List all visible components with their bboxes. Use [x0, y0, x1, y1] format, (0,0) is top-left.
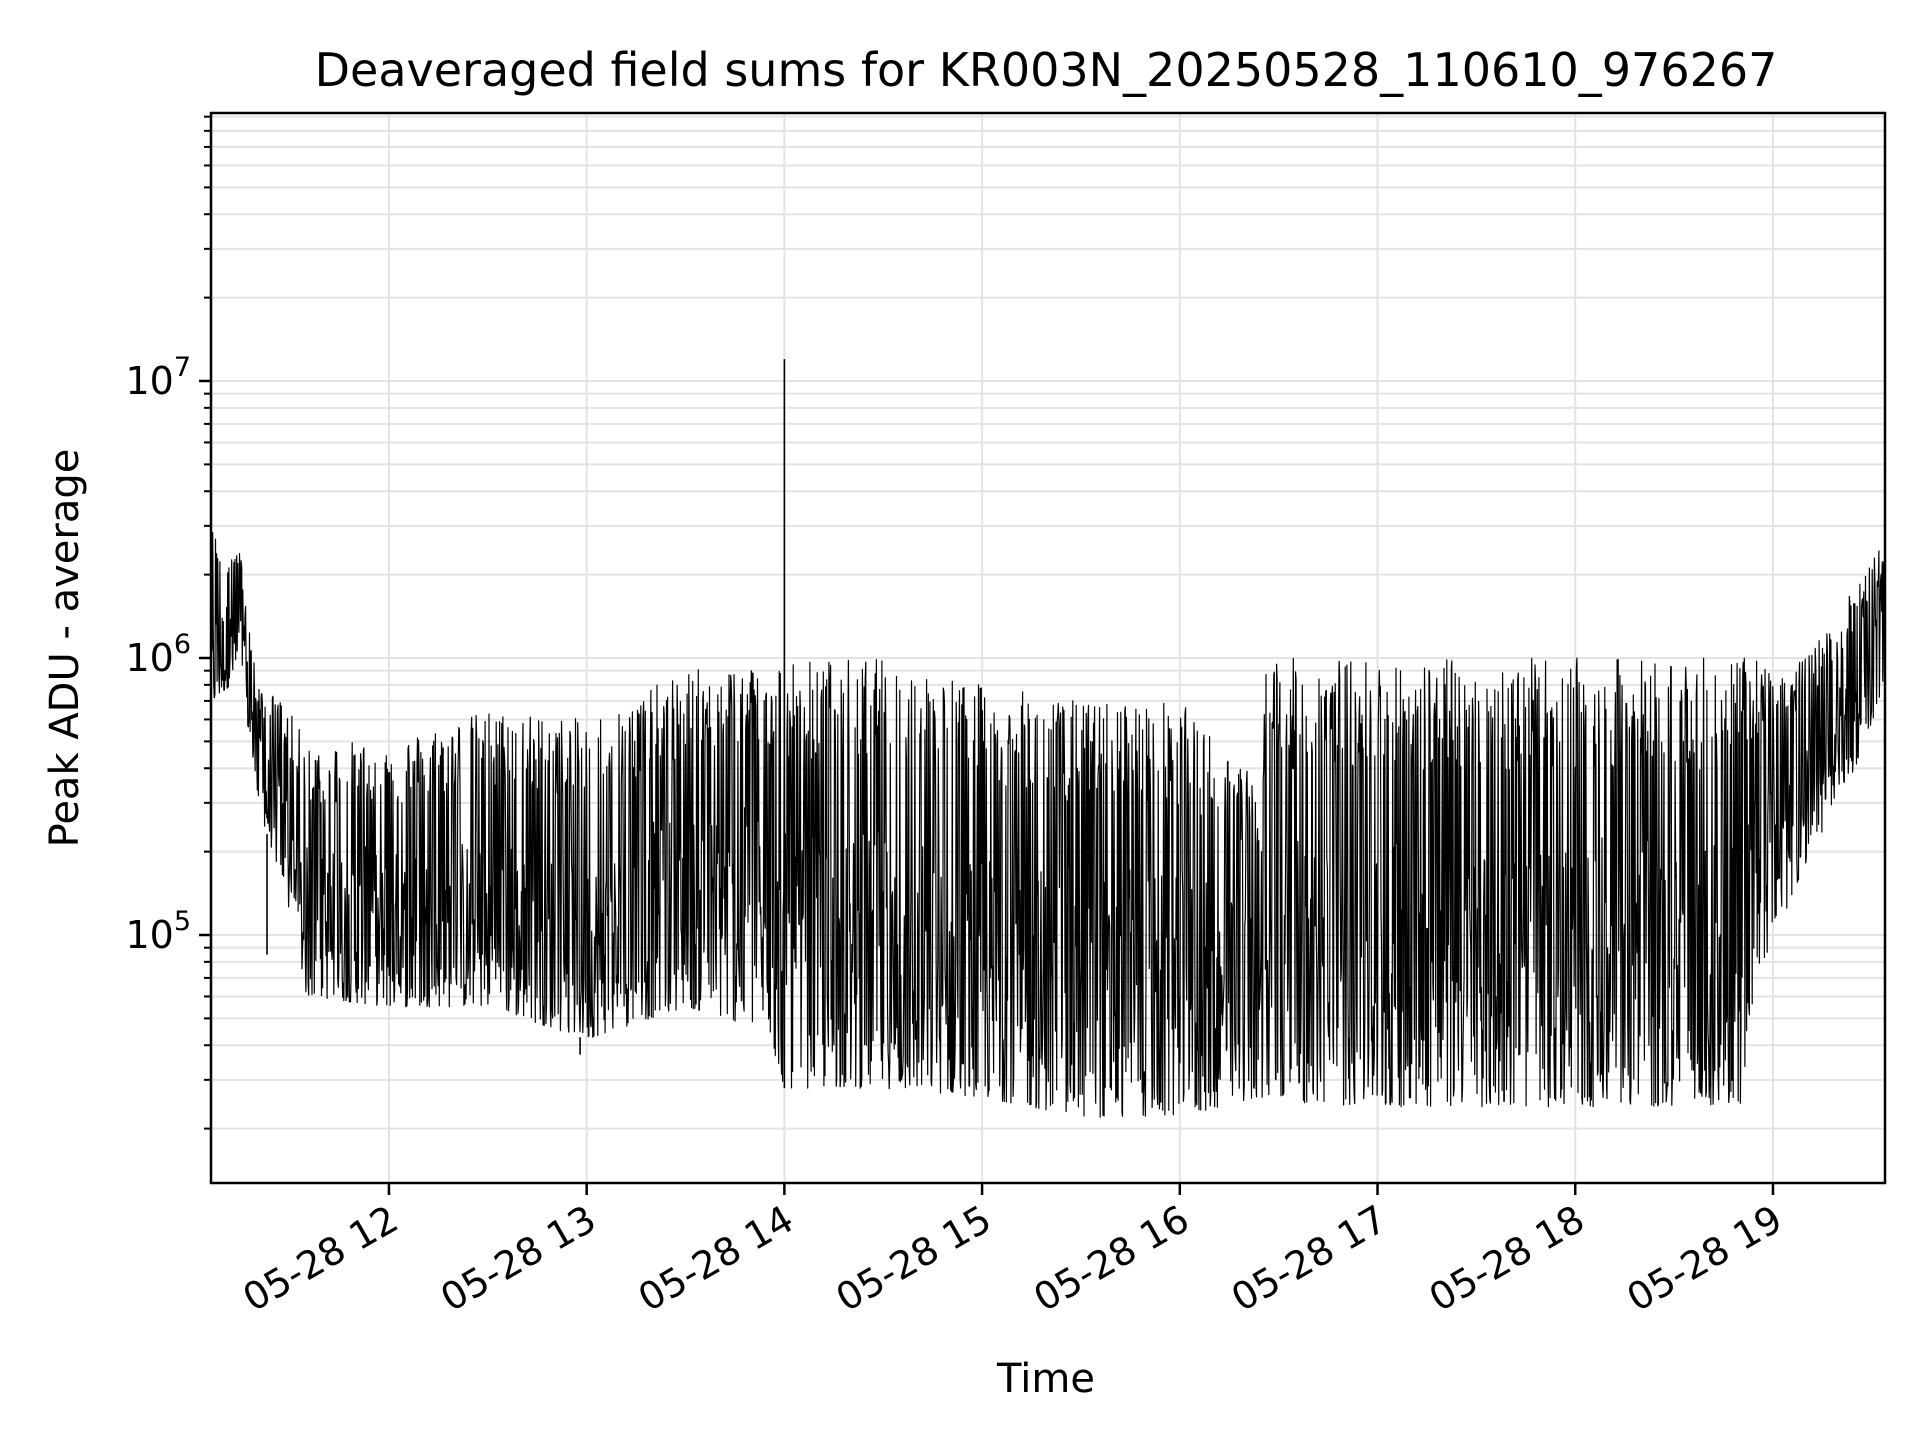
- y-tick-label: 105: [125, 906, 191, 957]
- x-axis-label: Time: [996, 1356, 1095, 1402]
- x-tick-label: 05-28 17: [1224, 1197, 1394, 1321]
- x-tick-label: 05-28 15: [829, 1197, 999, 1321]
- x-tick-label: 05-28 14: [631, 1197, 801, 1321]
- y-axis-ticks: 105 106 107: [125, 115, 211, 1130]
- x-tick-label: 05-28 16: [1026, 1197, 1196, 1321]
- series-line: [210, 532, 1886, 1118]
- series-layer: [210, 359, 1886, 1118]
- plot-frame: [209, 111, 1887, 1185]
- x-tick-label: 05-28 19: [1619, 1197, 1789, 1321]
- y-tick-label: 107: [125, 352, 191, 403]
- x-axis-ticks: 05-28 12 05-28 13 05-28 14 05-28 15 05-28 16…: [235, 1183, 1789, 1320]
- x-tick-label: 05-28 12: [235, 1197, 405, 1321]
- x-tick-label: 05-28 13: [433, 1197, 603, 1321]
- x-tick-label: 05-28 18: [1422, 1197, 1592, 1321]
- y-axis-label: Peak ADU - average: [42, 449, 88, 848]
- chart-title: Deaveraged field sums for KR003N_2025052…: [315, 43, 1778, 97]
- y-tick-label: 106: [125, 629, 191, 680]
